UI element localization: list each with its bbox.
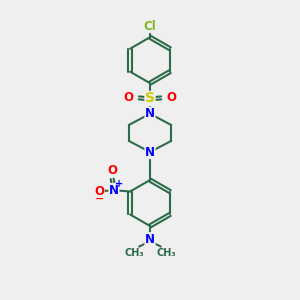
- Text: +: +: [115, 178, 123, 189]
- Text: CH₃: CH₃: [124, 248, 144, 258]
- Text: N: N: [145, 107, 155, 120]
- Text: −: −: [94, 194, 104, 204]
- Text: CH₃: CH₃: [156, 248, 176, 258]
- Text: O: O: [166, 92, 176, 104]
- Text: Cl: Cl: [144, 20, 156, 32]
- Text: N: N: [109, 184, 119, 196]
- Text: N: N: [145, 146, 155, 159]
- Text: S: S: [145, 92, 155, 106]
- Text: O: O: [124, 92, 134, 104]
- Text: O: O: [94, 185, 104, 198]
- Text: O: O: [107, 164, 117, 176]
- Text: N: N: [145, 233, 155, 246]
